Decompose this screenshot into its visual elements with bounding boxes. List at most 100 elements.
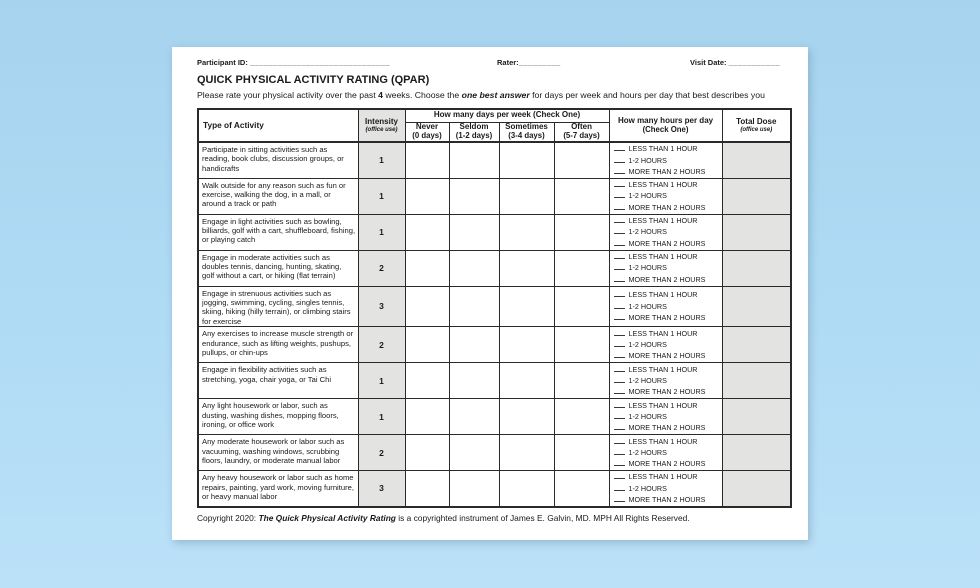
hours-option[interactable]: LESS THAN 1 HOUR bbox=[613, 436, 722, 447]
days-never-checkbox-cell[interactable] bbox=[404, 470, 450, 508]
days-sometimes-checkbox-cell[interactable] bbox=[498, 362, 555, 400]
check-line[interactable] bbox=[613, 364, 625, 372]
check-line[interactable] bbox=[613, 436, 625, 444]
days-never-checkbox-cell[interactable] bbox=[404, 326, 450, 364]
hours-option[interactable]: MORE THAN 2 HOURS bbox=[613, 166, 722, 177]
days-often-checkbox-cell[interactable] bbox=[553, 398, 610, 436]
check-line[interactable] bbox=[613, 166, 625, 174]
days-often-checkbox-cell[interactable] bbox=[553, 177, 610, 215]
hours-option[interactable]: 1-2 HOURS bbox=[613, 226, 722, 237]
hours-option[interactable]: LESS THAN 1 HOUR bbox=[613, 364, 722, 375]
check-line[interactable] bbox=[613, 301, 625, 309]
hours-option[interactable]: LESS THAN 1 HOUR bbox=[613, 143, 722, 154]
check-line[interactable] bbox=[613, 274, 625, 282]
days-seldom-checkbox-cell[interactable] bbox=[448, 213, 500, 251]
check-line[interactable] bbox=[613, 143, 625, 152]
days-sometimes-checkbox-cell[interactable] bbox=[498, 177, 555, 215]
hours-option[interactable]: LESS THAN 1 HOUR bbox=[613, 400, 722, 411]
check-line[interactable] bbox=[613, 339, 625, 347]
days-seldom-checkbox-cell[interactable] bbox=[448, 362, 500, 400]
hours-option[interactable]: MORE THAN 2 HOURS bbox=[613, 202, 722, 213]
hours-option[interactable]: LESS THAN 1 HOUR bbox=[613, 215, 722, 226]
days-seldom-checkbox-cell[interactable] bbox=[448, 141, 500, 179]
check-line[interactable] bbox=[613, 411, 625, 419]
hours-option[interactable]: LESS THAN 1 HOUR bbox=[613, 471, 722, 482]
hours-option[interactable]: 1-2 HOURS bbox=[613, 301, 722, 312]
check-line[interactable] bbox=[613, 190, 625, 199]
days-often-checkbox-cell[interactable] bbox=[553, 249, 610, 287]
hours-option[interactable]: LESS THAN 1 HOUR bbox=[613, 328, 722, 339]
days-often-checkbox-cell[interactable] bbox=[553, 213, 610, 251]
days-never-checkbox-cell[interactable] bbox=[404, 434, 450, 472]
days-often-checkbox-cell[interactable] bbox=[553, 326, 610, 364]
days-seldom-checkbox-cell[interactable] bbox=[448, 398, 500, 436]
days-never-checkbox-cell[interactable] bbox=[404, 285, 450, 328]
days-seldom-checkbox-cell[interactable] bbox=[448, 434, 500, 472]
hours-option[interactable]: MORE THAN 2 HOURS bbox=[613, 494, 722, 505]
hours-option[interactable]: 1-2 HOURS bbox=[613, 411, 722, 422]
days-never-checkbox-cell[interactable] bbox=[404, 177, 450, 215]
check-line[interactable] bbox=[613, 386, 625, 395]
days-sometimes-checkbox-cell[interactable] bbox=[498, 285, 555, 328]
hours-option[interactable]: MORE THAN 2 HOURS bbox=[613, 238, 722, 249]
hours-option[interactable]: MORE THAN 2 HOURS bbox=[613, 274, 722, 285]
check-line[interactable] bbox=[613, 215, 625, 223]
days-often-checkbox-cell[interactable] bbox=[553, 362, 610, 400]
days-often-checkbox-cell[interactable] bbox=[553, 470, 610, 508]
check-line[interactable] bbox=[613, 202, 625, 210]
check-line[interactable] bbox=[613, 483, 625, 491]
hours-option[interactable]: 1-2 HOURS bbox=[613, 339, 722, 350]
hours-option[interactable]: MORE THAN 2 HOURS bbox=[613, 458, 722, 469]
hours-option[interactable]: 1-2 HOURS bbox=[613, 483, 722, 494]
days-sometimes-checkbox-cell[interactable] bbox=[498, 470, 555, 508]
participant-id-blank[interactable]: ______________________________ bbox=[249, 58, 391, 67]
hours-option[interactable]: MORE THAN 2 HOURS bbox=[613, 350, 722, 361]
check-line[interactable] bbox=[613, 155, 625, 163]
hours-option[interactable]: LESS THAN 1 HOUR bbox=[613, 289, 722, 300]
days-never-checkbox-cell[interactable] bbox=[404, 141, 450, 179]
rater-blank[interactable]: _________ bbox=[518, 58, 561, 67]
check-line[interactable] bbox=[613, 328, 625, 336]
hours-option[interactable]: LESS THAN 1 HOUR bbox=[613, 179, 722, 190]
days-never-checkbox-cell[interactable] bbox=[404, 398, 450, 436]
days-seldom-checkbox-cell[interactable] bbox=[448, 326, 500, 364]
check-line[interactable] bbox=[613, 179, 625, 187]
check-line[interactable] bbox=[613, 471, 625, 480]
days-often-checkbox-cell[interactable] bbox=[553, 434, 610, 472]
days-never-checkbox-cell[interactable] bbox=[404, 213, 450, 251]
days-seldom-checkbox-cell[interactable] bbox=[448, 177, 500, 215]
hours-option[interactable]: 1-2 HOURS bbox=[613, 447, 722, 458]
hours-option[interactable]: MORE THAN 2 HOURS bbox=[613, 312, 722, 323]
check-line[interactable] bbox=[613, 238, 625, 246]
check-line[interactable] bbox=[613, 226, 625, 235]
hours-option[interactable]: MORE THAN 2 HOURS bbox=[613, 386, 722, 397]
check-line[interactable] bbox=[613, 375, 625, 383]
visit-date-blank[interactable]: ___________ bbox=[728, 58, 781, 67]
hours-option[interactable]: MORE THAN 2 HOURS bbox=[613, 422, 722, 433]
hours-option[interactable]: 1-2 HOURS bbox=[613, 155, 722, 166]
check-line[interactable] bbox=[613, 494, 625, 503]
hours-option[interactable]: 1-2 HOURS bbox=[613, 262, 722, 273]
check-line[interactable] bbox=[613, 350, 625, 359]
days-never-checkbox-cell[interactable] bbox=[404, 249, 450, 287]
days-seldom-checkbox-cell[interactable] bbox=[448, 249, 500, 287]
days-never-checkbox-cell[interactable] bbox=[404, 362, 450, 400]
days-sometimes-checkbox-cell[interactable] bbox=[498, 326, 555, 364]
check-line[interactable] bbox=[613, 447, 625, 455]
check-line[interactable] bbox=[613, 289, 625, 298]
check-line[interactable] bbox=[613, 422, 625, 431]
hours-option[interactable]: 1-2 HOURS bbox=[613, 375, 722, 386]
days-seldom-checkbox-cell[interactable] bbox=[448, 470, 500, 508]
check-line[interactable] bbox=[613, 251, 625, 259]
days-sometimes-checkbox-cell[interactable] bbox=[498, 398, 555, 436]
check-line[interactable] bbox=[613, 312, 625, 321]
days-often-checkbox-cell[interactable] bbox=[553, 141, 610, 179]
check-line[interactable] bbox=[613, 262, 625, 271]
days-often-checkbox-cell[interactable] bbox=[553, 285, 610, 328]
days-sometimes-checkbox-cell[interactable] bbox=[498, 249, 555, 287]
days-sometimes-checkbox-cell[interactable] bbox=[498, 213, 555, 251]
hours-option[interactable]: 1-2 HOURS bbox=[613, 190, 722, 201]
days-sometimes-checkbox-cell[interactable] bbox=[498, 434, 555, 472]
days-seldom-checkbox-cell[interactable] bbox=[448, 285, 500, 328]
hours-option[interactable]: LESS THAN 1 HOUR bbox=[613, 251, 722, 262]
